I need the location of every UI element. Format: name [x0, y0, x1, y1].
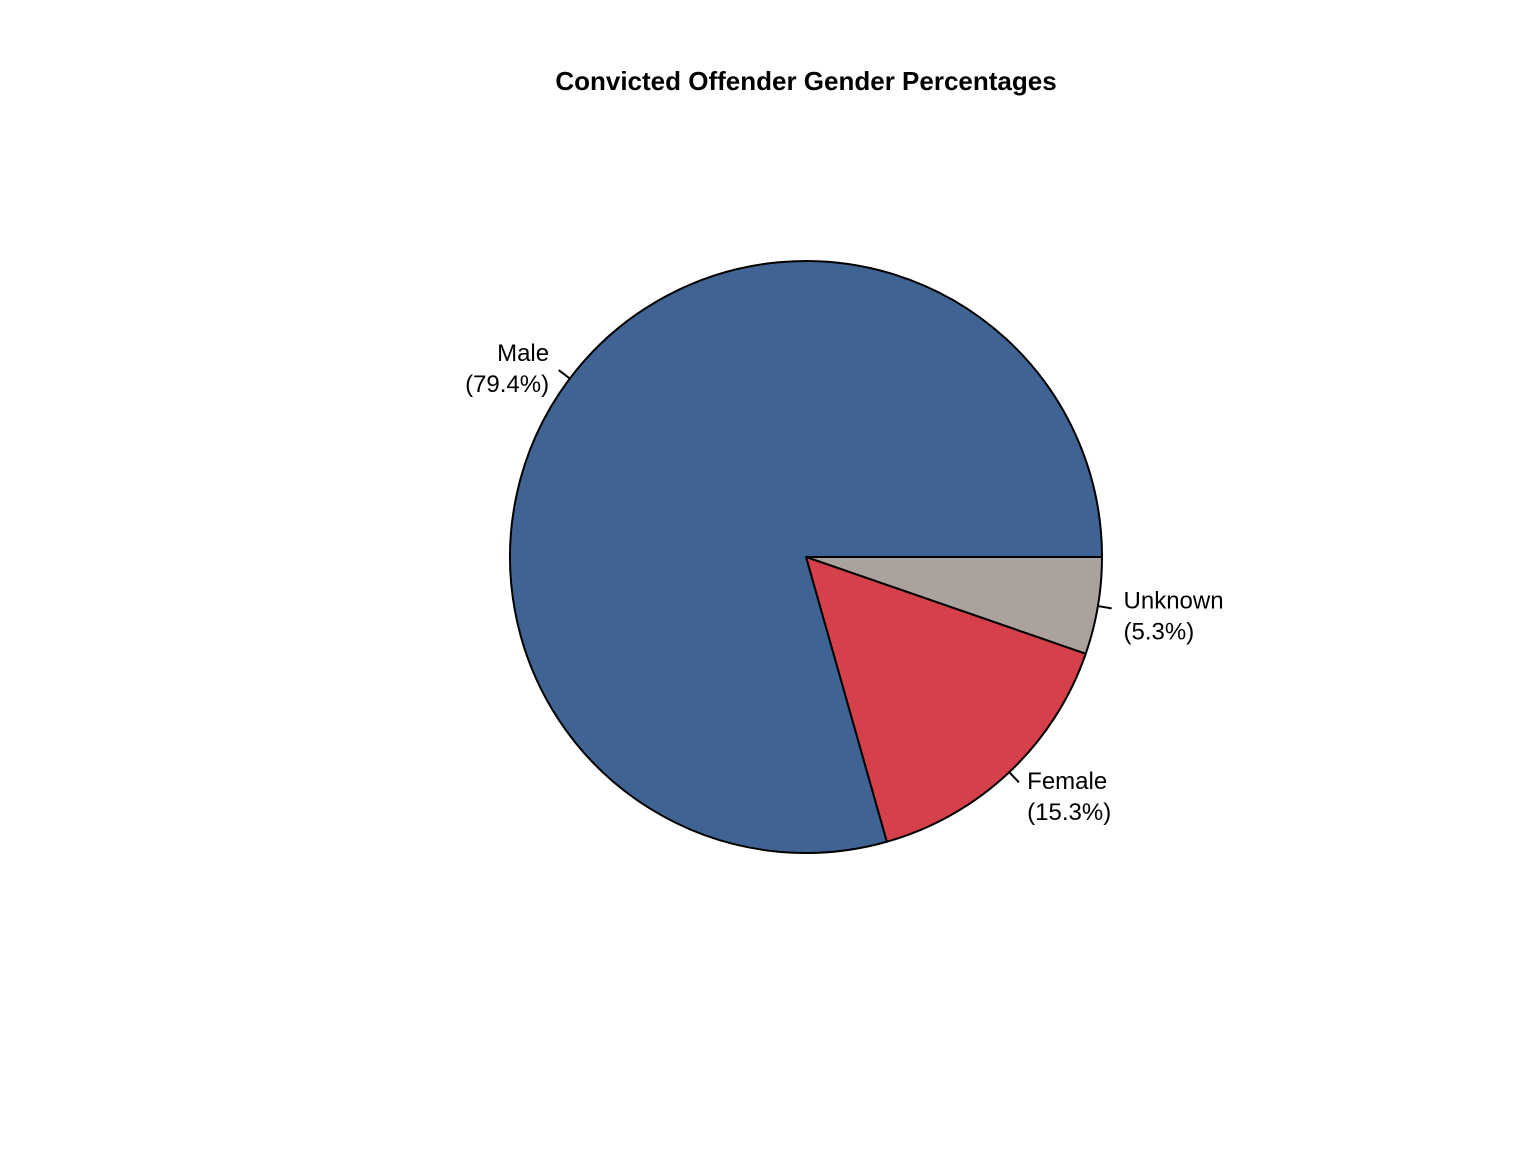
chart-title: Convicted Offender Gender Percentages	[555, 66, 1056, 96]
slice-percent-female: (15.3%)	[1027, 799, 1111, 826]
leader-line-unknown	[1097, 605, 1112, 610]
slice-name-male: Male	[497, 340, 549, 367]
slice-percent-male: (79.4%)	[465, 371, 549, 398]
pie-slices	[509, 260, 1103, 854]
leader-line-male	[558, 369, 571, 380]
slice-name-unknown: Unknown	[1124, 587, 1224, 614]
slice-percent-unknown: (5.3%)	[1124, 618, 1195, 645]
pie-slice-male	[509, 260, 1103, 854]
pie-labels: Unknown (5.3%) Female (15.3%) Male (79.4%)	[465, 340, 1224, 826]
slice-name-female: Female	[1027, 768, 1107, 795]
leader-line-female	[1008, 771, 1020, 783]
